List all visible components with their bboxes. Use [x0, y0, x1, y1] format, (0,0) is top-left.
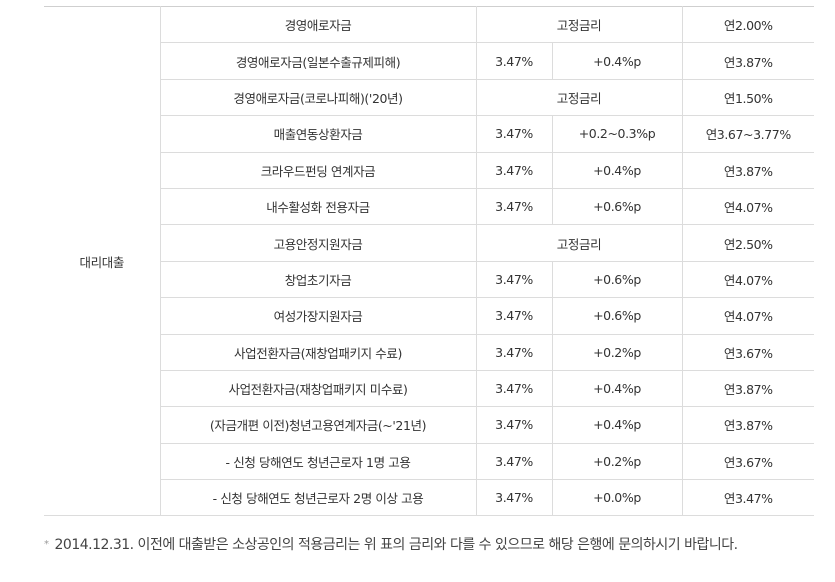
final-rate-cell: 연3.87% — [681, 152, 814, 189]
added-rate-cell: +0.6%p — [551, 188, 682, 226]
table-row: (자금개편 이전)청년고용연계자금(~'21년) 3.47% +0.4%p 연3.87… — [44, 406, 814, 444]
added-rate-cell: +0.4%p — [551, 370, 682, 408]
fund-name-cell: 경영애로자금 — [159, 6, 476, 44]
base-rate-cell: 3.47% — [475, 297, 552, 335]
table-row: 내수활성화 전용자금 3.47% +0.6%p 연4.07% — [44, 188, 814, 226]
base-rate-cell: 3.47% — [475, 152, 552, 189]
table-row: 고용안정지원자금 고정금리 연2.50% — [44, 224, 814, 262]
final-rate-cell: 연3.87% — [681, 406, 814, 444]
base-rate-cell: 3.47% — [475, 334, 552, 371]
table-row: 크라우드펀딩 연계자금 3.47% +0.4%p 연3.87% — [44, 152, 814, 189]
added-rate-cell: +0.2~0.3%p — [551, 115, 682, 153]
added-rate-cell: +0.4%p — [551, 406, 682, 444]
table-row: 경영애로자금(일본수출규제피해) 3.47% +0.4%p 연3.87% — [44, 42, 814, 80]
base-rate-cell: 3.47% — [475, 261, 552, 299]
added-rate-cell: +0.0%p — [551, 479, 682, 517]
base-rate-cell: 3.47% — [475, 443, 552, 481]
added-rate-cell: +0.6%p — [551, 261, 682, 299]
fund-name-cell: 사업전환자금(재창업패키지 수료) — [159, 334, 476, 371]
fund-name-cell: - 신청 당해연도 청년근로자 2명 이상 고용 — [159, 479, 476, 517]
added-rate-cell: +0.6%p — [551, 297, 682, 335]
table-row: 창업초기자금 3.47% +0.6%p 연4.07% — [44, 261, 814, 299]
added-rate-cell: +0.4%p — [551, 42, 682, 80]
rate-type-cell: 고정금리 — [475, 224, 682, 262]
fund-name-cell: 경영애로자금(일본수출규제피해) — [159, 42, 476, 80]
table-row: - 신청 당해연도 청년근로자 2명 이상 고용 3.47% +0.0%p 연3.47… — [44, 479, 814, 517]
base-rate-cell: 3.47% — [475, 115, 552, 153]
fund-name-cell: 크라우드펀딩 연계자금 — [159, 152, 476, 189]
added-rate-cell: +0.4%p — [551, 152, 682, 189]
rate-type-cell: 고정금리 — [475, 6, 682, 44]
final-rate-cell: 연3.87% — [681, 42, 814, 80]
final-rate-cell: 연3.67% — [681, 334, 814, 371]
final-rate-cell: 연1.50% — [681, 79, 814, 117]
added-rate-cell: +0.2%p — [551, 443, 682, 481]
table-row: 대리대출 경영애로자금 고정금리 연2.00% — [44, 6, 814, 517]
base-rate-cell: 3.47% — [475, 479, 552, 517]
final-rate-cell: 연4.07% — [681, 261, 814, 299]
fund-name-cell: 여성가장지원자금 — [159, 297, 476, 335]
footnote-mark: * — [44, 539, 49, 550]
final-rate-cell: 연3.67~3.77% — [681, 115, 814, 153]
final-rate-cell: 연2.00% — [681, 6, 814, 44]
final-rate-cell: 연3.87% — [681, 370, 814, 408]
interest-rate-table: 대리대출 경영애로자금 고정금리 연2.00% 경영애로자금(일본수출규제피해) 3.47… — [44, 6, 814, 517]
fund-name-cell: 사업전환자금(재창업패키지 미수료) — [159, 370, 476, 408]
fund-name-cell: (자금개편 이전)청년고용연계자금(~'21년) — [159, 406, 476, 444]
fund-name-cell: 고용안정지원자금 — [159, 224, 476, 262]
base-rate-cell: 3.47% — [475, 370, 552, 408]
table-row: 경영애로자금(코로나피해)('20년) 고정금리 연1.50% — [44, 79, 814, 117]
final-rate-cell: 연4.07% — [681, 297, 814, 335]
final-rate-cell: 연3.47% — [681, 479, 814, 517]
final-rate-cell: 연4.07% — [681, 188, 814, 226]
final-rate-cell: 연3.67% — [681, 443, 814, 481]
table-row: - 신청 당해연도 청년근로자 1명 고용 3.47% +0.2%p 연3.67% — [44, 443, 814, 481]
category-cell: 대리대출 — [44, 6, 160, 517]
footnote: * 2014.12.31. 이전에 대출받은 소상공인의 적용금리는 위 표의 금… — [44, 535, 814, 555]
table-row: 사업전환자금(재창업패키지 수료) 3.47% +0.2%p 연3.67% — [44, 334, 814, 371]
base-rate-cell: 3.47% — [475, 188, 552, 226]
rate-type-cell: 고정금리 — [475, 79, 682, 117]
footnote-text: 2014.12.31. 이전에 대출받은 소상공인의 적용금리는 위 표의 금리… — [54, 537, 739, 553]
base-rate-cell: 3.47% — [475, 42, 552, 80]
final-rate-cell: 연2.50% — [681, 224, 814, 262]
table-row: 매출연동상환자금 3.47% +0.2~0.3%p 연3.67~3.77% — [44, 115, 814, 153]
base-rate-cell: 3.47% — [475, 406, 552, 444]
fund-name-cell: 내수활성화 전용자금 — [159, 188, 476, 226]
added-rate-cell: +0.2%p — [551, 334, 682, 371]
fund-name-cell: - 신청 당해연도 청년근로자 1명 고용 — [159, 443, 476, 481]
table-row: 사업전환자금(재창업패키지 미수료) 3.47% +0.4%p 연3.87% — [44, 370, 814, 408]
fund-name-cell: 창업초기자금 — [159, 261, 476, 299]
fund-name-cell: 경영애로자금(코로나피해)('20년) — [159, 79, 476, 117]
fund-name-cell: 매출연동상환자금 — [159, 115, 476, 153]
table-row: 여성가장지원자금 3.47% +0.6%p 연4.07% — [44, 297, 814, 335]
